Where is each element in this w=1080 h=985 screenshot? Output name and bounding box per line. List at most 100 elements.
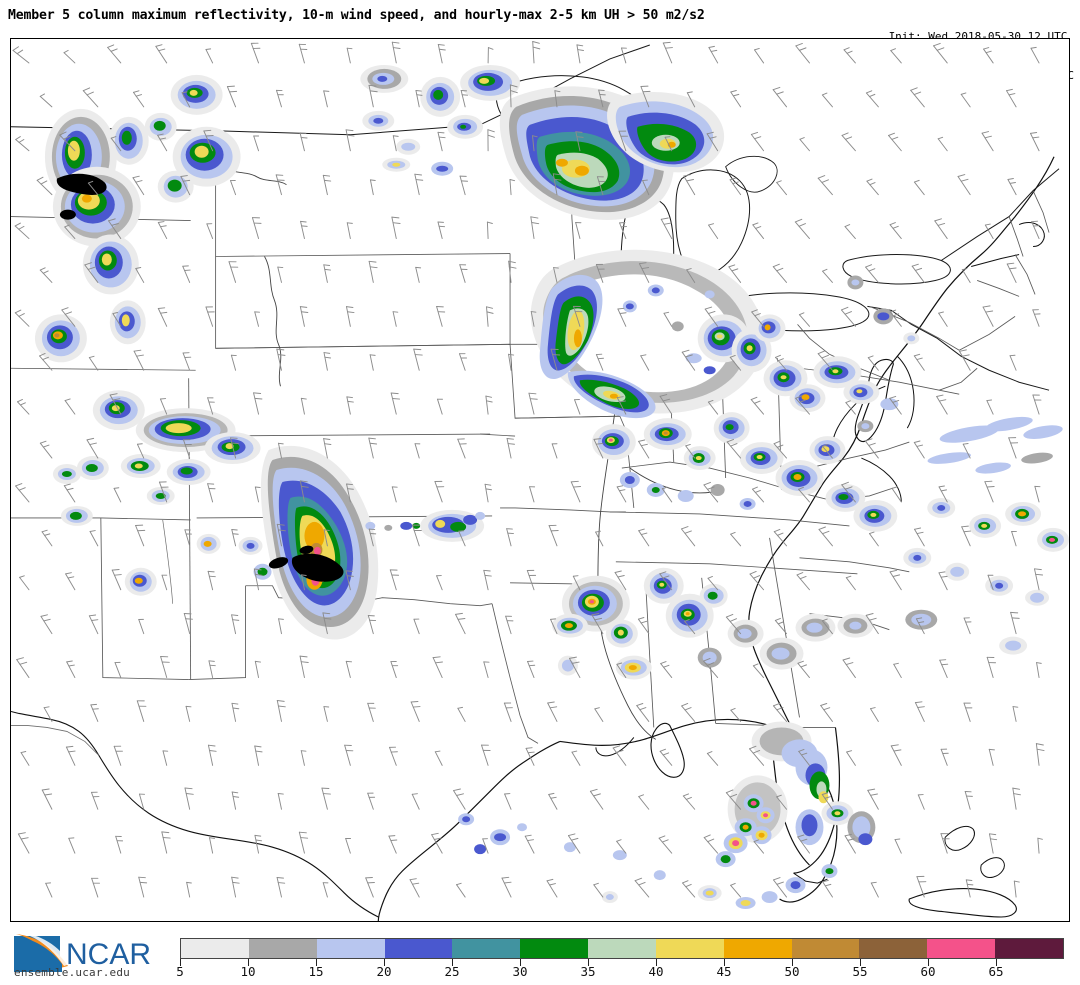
wind-barb <box>367 615 377 635</box>
wind-barb <box>203 129 214 152</box>
wind-barb <box>703 834 719 854</box>
wind-barb <box>254 311 261 327</box>
wind-barb <box>938 311 948 327</box>
wind-barb <box>821 92 833 108</box>
wind-barb <box>299 655 309 679</box>
wind-barb <box>889 309 902 327</box>
wind-barb <box>662 41 673 64</box>
wind-barb <box>323 90 330 108</box>
wind-barb <box>276 523 286 547</box>
colorbar-swatch <box>995 939 1063 958</box>
wind-barb <box>894 838 902 854</box>
wind-barb <box>532 41 541 64</box>
wind-barb <box>1032 394 1042 415</box>
logo-url-text[interactable]: ensemble.ucar.edu <box>14 966 130 979</box>
wind-barb <box>987 574 994 591</box>
wind-barb <box>1010 611 1020 635</box>
wind-barb <box>278 442 284 459</box>
wind-barb <box>367 702 376 722</box>
wind-barb <box>457 706 466 722</box>
wind-barb <box>817 350 833 371</box>
wind-barb <box>1006 88 1017 108</box>
wind-barb <box>389 569 400 591</box>
wind-barb <box>865 90 879 108</box>
wind-barb <box>616 396 627 415</box>
wind-barb <box>640 85 651 108</box>
wind-barb <box>913 440 925 459</box>
wind-barb <box>299 132 308 152</box>
colorbar-tick <box>656 959 657 966</box>
wind-barb <box>391 216 401 240</box>
wind-barb <box>17 832 30 854</box>
wind-barb <box>890 48 902 64</box>
wind-barb <box>437 398 443 415</box>
wind-barb <box>795 395 810 415</box>
wind-barb <box>964 791 973 810</box>
colorbar-tick <box>860 959 861 966</box>
wind-barb <box>155 44 168 64</box>
wind-barb <box>981 131 994 152</box>
wind-barb <box>206 223 214 240</box>
wind-barb <box>485 395 493 415</box>
wind-barb <box>413 348 423 371</box>
wind-barb <box>530 216 540 240</box>
wind-barb <box>277 266 284 283</box>
wind-barb <box>254 486 261 503</box>
wind-barb <box>913 353 925 371</box>
wind-barb <box>957 174 971 196</box>
wind-barb <box>66 660 76 679</box>
colorbar-swatch <box>452 939 521 958</box>
wind-barb <box>301 574 307 591</box>
map-panel[interactable] <box>10 38 1070 922</box>
wind-barb <box>986 399 994 415</box>
wind-barb <box>159 398 168 415</box>
wind-barb <box>550 348 561 371</box>
wind-barb <box>683 174 696 196</box>
wind-barb <box>503 702 513 722</box>
wind-barb <box>390 392 401 415</box>
wind-barb <box>115 835 124 854</box>
reflectivity-colorbar[interactable] <box>180 938 1064 959</box>
colorbar-tick-label: 55 <box>852 964 868 979</box>
wind-barb <box>345 306 355 327</box>
wind-barb <box>530 311 537 327</box>
wind-barb <box>63 483 76 503</box>
wind-barb <box>346 396 354 415</box>
wind-barb <box>322 882 329 898</box>
wind-barb <box>505 615 514 635</box>
wind-barb <box>612 745 627 766</box>
wind-barb <box>772 702 788 722</box>
wind-barb <box>794 218 810 240</box>
wind-barb <box>1033 568 1044 591</box>
wind-barb <box>392 135 399 152</box>
wind-barb <box>65 745 76 766</box>
wind-barb <box>988 748 995 766</box>
colorbar-swatch <box>248 939 317 958</box>
wind-barb <box>707 576 719 591</box>
wind-barb <box>750 396 765 415</box>
colorbar-tick-label: 50 <box>784 964 800 979</box>
wind-barb <box>914 527 925 547</box>
wind-barb <box>484 483 492 503</box>
wind-barb <box>796 572 810 591</box>
wind-barb <box>63 49 76 64</box>
wind-barb <box>368 260 378 283</box>
wind-barb <box>750 131 765 152</box>
wind-barb <box>132 90 145 108</box>
wind-barb <box>1037 837 1043 854</box>
wind-barb <box>506 438 515 459</box>
wind-barb <box>132 175 145 196</box>
wind-barb <box>888 132 902 152</box>
wind-barb <box>749 745 765 766</box>
wind-barb <box>913 179 925 196</box>
wind-barb <box>866 178 879 196</box>
ncar-logo[interactable]: NCAR <box>8 928 178 980</box>
wind-barb <box>108 218 122 240</box>
wind-barb <box>323 438 332 459</box>
wind-barb <box>254 660 262 679</box>
wind-barb <box>300 397 307 415</box>
wind-barb <box>389 746 398 766</box>
wind-barb <box>39 353 53 371</box>
wind-barb <box>88 614 99 635</box>
wind-barb <box>487 47 494 64</box>
